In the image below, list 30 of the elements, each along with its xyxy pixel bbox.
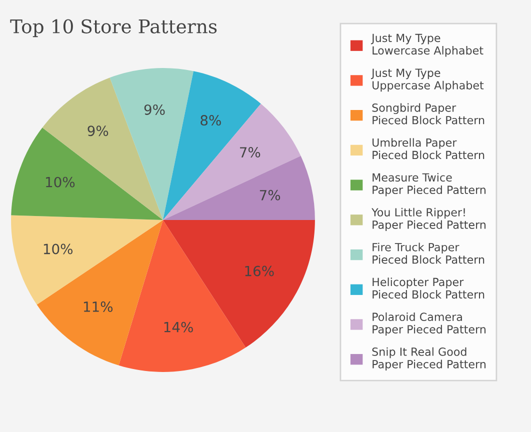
legend-label: Snip It Real Good Paper Pieced Pattern [372, 347, 486, 371]
data-label: 10% [46, 176, 75, 188]
data-label: 7% [260, 190, 280, 200]
legend-label: Polaroid Camera Paper Pieced Pattern [372, 312, 486, 336]
pie-slice [163, 220, 315, 348]
pie-slice [118, 220, 246, 372]
data-label: 8% [200, 115, 221, 126]
legend-label: Umbrella Paper Pieced Block Pattern [372, 138, 484, 160]
pie-slice [36, 220, 163, 366]
data-label: 14% [164, 322, 193, 332]
legend-label: Songbird Paper Pieced Block Pattern [372, 103, 484, 124]
pie-slice [163, 71, 261, 220]
data-label: 9% [144, 104, 165, 115]
legend-label: Just My Type Lowercase Alphabet [370, 34, 484, 57]
legend-label: Just My Type Uppercase Alphabet [370, 68, 484, 92]
legend-label: You Little Ripper! Paper Pieced Pattern [372, 208, 486, 232]
data-label: 16% [245, 266, 274, 276]
data-label: 10% [44, 244, 73, 254]
chart-title: Top 10 Store Patterns [10, 19, 217, 38]
data-label: 9% [88, 126, 108, 136]
pie-slice [163, 156, 315, 220]
data-label: 7% [240, 147, 260, 158]
pie-slice [11, 128, 163, 220]
data-label: 11% [84, 301, 113, 312]
pie-slice [110, 68, 194, 220]
pie-slice [42, 78, 163, 220]
pie-slice [163, 104, 301, 220]
legend-label: Measure Twice Paper Pieced Pattern [372, 173, 486, 196]
legend-label: Helicopter Paper Pieced Block Pattern [372, 278, 484, 299]
legend-label: Fire Truck Paper Pieced Block Pattern [372, 242, 484, 264]
